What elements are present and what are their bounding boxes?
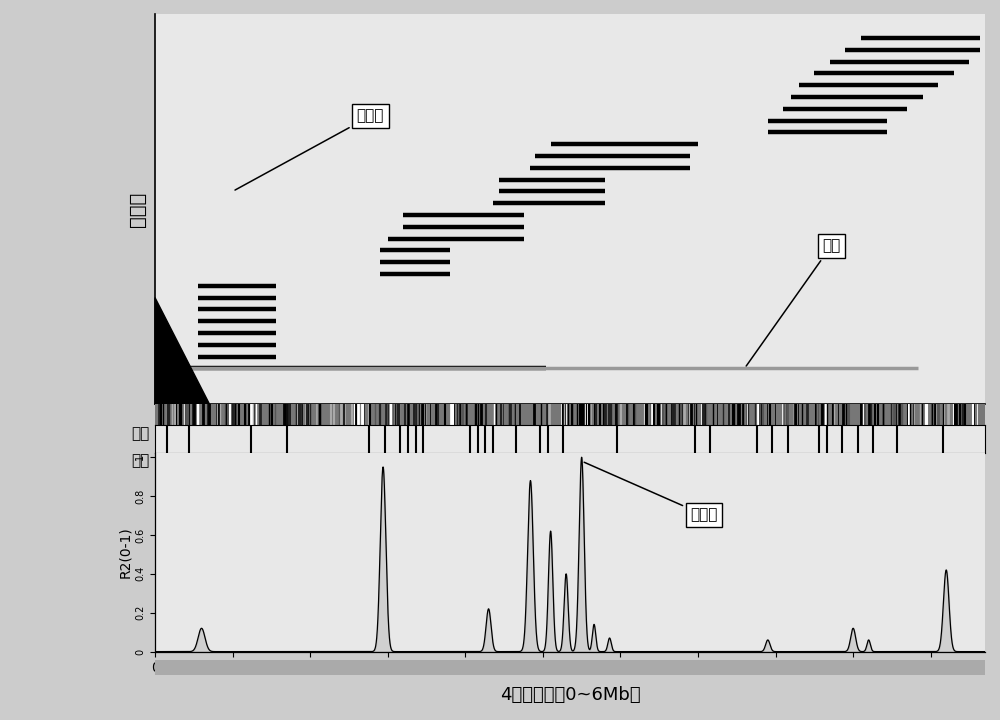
Text: 空位: 空位	[132, 454, 150, 468]
Text: 重组率: 重组率	[584, 462, 718, 523]
Y-axis label: R2(0-1): R2(0-1)	[119, 526, 132, 578]
Text: 基因: 基因	[746, 238, 840, 366]
Polygon shape	[155, 297, 209, 404]
Text: 基因: 基因	[132, 426, 150, 441]
Y-axis label: 单体型: 单体型	[128, 192, 147, 227]
X-axis label: 4号染色体（0~6Mb）: 4号染色体（0~6Mb）	[500, 686, 640, 704]
Text: 单体型: 单体型	[235, 109, 384, 190]
